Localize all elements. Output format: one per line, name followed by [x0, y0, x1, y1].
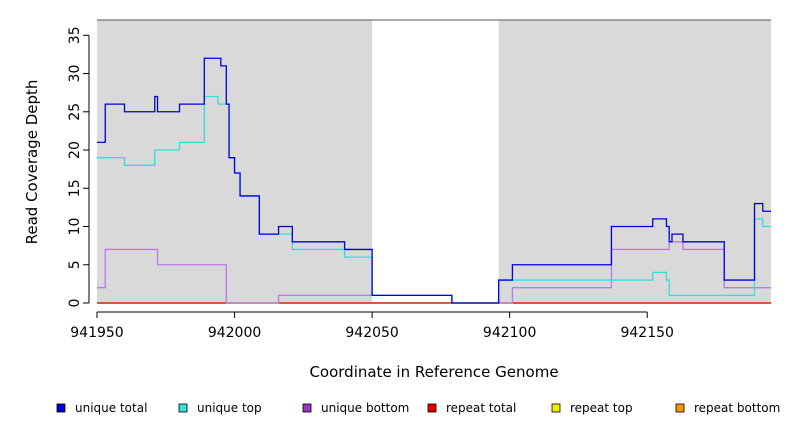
x-axis-title: Coordinate in Reference Genome [309, 363, 558, 381]
legend-label: repeat top [570, 401, 633, 415]
x-tick-label: 941950 [70, 325, 123, 341]
legend-label: unique bottom [321, 401, 409, 415]
legend-item: repeat bottom [675, 401, 780, 415]
legend: unique total unique top unique bottom repea… [56, 401, 780, 415]
x-tick-label: 942050 [345, 325, 398, 341]
legend-label: repeat bottom [694, 401, 780, 415]
legend-label: repeat total [446, 401, 516, 415]
x-tick-label: 942150 [620, 325, 673, 341]
y-axis: 0 5 10 15 20 25 30 35 [67, 26, 90, 308]
legend-item: repeat total [427, 401, 516, 415]
legend-item: unique total [56, 401, 147, 415]
legend-item: unique bottom [302, 401, 409, 415]
y-tick-label: 35 [67, 26, 83, 44]
y-tick-label: 10 [67, 218, 83, 236]
legend-label: unique total [75, 401, 147, 415]
y-tick-label: 25 [67, 103, 83, 121]
series-layer [97, 57, 771, 304]
y-tick-label: 0 [67, 299, 83, 308]
legend-swatch [427, 403, 437, 413]
legend-item: repeat top [551, 401, 633, 415]
legend-swatch [56, 403, 66, 413]
x-tick-label: 942100 [483, 325, 536, 341]
y-tick-label: 30 [67, 65, 83, 83]
legend-label: unique top [197, 401, 262, 415]
legend-swatch [302, 403, 312, 413]
x-tick-label: 942000 [208, 325, 261, 341]
legend-swatch [551, 403, 561, 413]
series-unique-top [97, 95, 771, 304]
y-tick-label: 20 [67, 141, 83, 159]
y-axis-title: Read Coverage Depth [23, 80, 41, 245]
legend-swatch [178, 403, 188, 413]
legend-swatch [675, 403, 685, 413]
shaded-region-2 [498, 20, 771, 303]
y-tick-label: 15 [67, 179, 83, 197]
x-axis: 941950 942000 942050 942100 942150 [70, 311, 674, 341]
legend-item: unique top [178, 401, 262, 415]
series-unique-total [97, 57, 771, 304]
plot-background [97, 19, 771, 303]
y-tick-label: 5 [67, 260, 83, 269]
